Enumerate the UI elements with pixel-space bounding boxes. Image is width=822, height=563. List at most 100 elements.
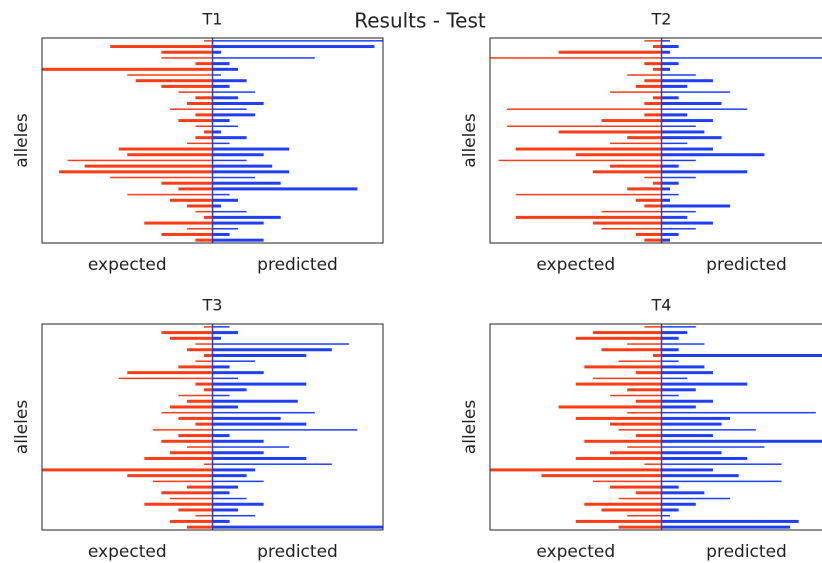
bar	[84, 164, 213, 168]
axes-frame	[41, 323, 384, 531]
bar	[212, 187, 358, 191]
bar	[42, 67, 213, 71]
bar	[661, 113, 688, 117]
bar	[661, 371, 713, 375]
bar	[212, 456, 307, 460]
bar	[169, 336, 213, 340]
bar	[178, 187, 213, 191]
bar	[186, 485, 213, 489]
bar	[127, 153, 213, 157]
bar	[515, 193, 662, 196]
bar	[661, 210, 696, 213]
bar	[212, 45, 375, 49]
bar	[212, 198, 239, 202]
bar	[661, 525, 791, 529]
bar	[644, 238, 662, 242]
bar	[652, 181, 662, 185]
bar	[212, 497, 247, 500]
bar	[59, 170, 213, 174]
bar	[661, 193, 679, 196]
bar	[186, 525, 213, 529]
bar	[195, 113, 213, 117]
bar	[42, 468, 213, 472]
bar	[661, 422, 722, 426]
bar	[203, 353, 213, 357]
bar	[212, 388, 247, 392]
bar	[507, 125, 662, 128]
bar	[161, 491, 213, 495]
bar	[169, 198, 213, 202]
bar	[652, 45, 662, 49]
bar	[661, 439, 822, 443]
bar	[212, 360, 256, 362]
bar	[661, 181, 679, 185]
bar	[661, 164, 679, 168]
bar	[212, 371, 264, 375]
bar	[67, 159, 213, 162]
bar	[661, 365, 705, 369]
bar	[212, 416, 281, 420]
bar	[212, 411, 315, 414]
bar	[541, 474, 662, 478]
bar	[661, 348, 679, 352]
bar	[212, 525, 383, 529]
bar	[212, 519, 230, 523]
bar	[212, 451, 264, 455]
bar	[592, 331, 662, 335]
bar	[212, 439, 264, 443]
bar	[661, 147, 713, 151]
bar	[610, 394, 662, 397]
bar	[212, 119, 230, 123]
bar	[212, 422, 307, 426]
bar	[212, 74, 222, 76]
bar	[212, 130, 222, 134]
bar	[627, 187, 662, 191]
bar	[627, 514, 662, 517]
bar	[558, 130, 662, 134]
bar	[635, 232, 662, 236]
bar	[195, 96, 213, 100]
bar	[161, 181, 213, 185]
bar	[195, 360, 213, 362]
bar	[212, 468, 256, 472]
bar	[661, 353, 822, 357]
bar	[661, 451, 722, 455]
bar	[144, 221, 213, 225]
bar	[212, 142, 230, 145]
bar	[212, 96, 239, 100]
bar	[118, 147, 213, 151]
bar	[584, 502, 662, 506]
bar	[212, 485, 239, 489]
bar	[212, 204, 222, 208]
bar	[212, 67, 239, 71]
bar	[212, 514, 256, 517]
bar	[212, 193, 230, 196]
bar	[610, 451, 662, 455]
bar	[186, 142, 213, 145]
bar	[152, 429, 213, 431]
bar	[212, 159, 247, 162]
bar	[575, 382, 662, 386]
bar	[195, 210, 213, 213]
bar	[592, 221, 662, 225]
bar	[212, 446, 290, 448]
bar	[161, 84, 213, 88]
x-axis-label: expected	[536, 542, 615, 562]
bar	[661, 468, 713, 472]
bar	[661, 57, 822, 59]
bar	[212, 136, 247, 140]
bar	[661, 508, 679, 512]
bar	[575, 456, 662, 460]
bar	[644, 463, 662, 465]
bar	[178, 119, 213, 123]
bar	[195, 382, 213, 386]
bar	[652, 353, 662, 357]
panel-title: T1	[202, 10, 223, 29]
bar	[203, 40, 213, 42]
bar	[212, 215, 281, 219]
bar	[212, 399, 298, 403]
y-axis-label: alleles	[460, 400, 480, 455]
bar	[644, 204, 662, 208]
bar	[110, 176, 213, 179]
bar	[203, 326, 213, 328]
